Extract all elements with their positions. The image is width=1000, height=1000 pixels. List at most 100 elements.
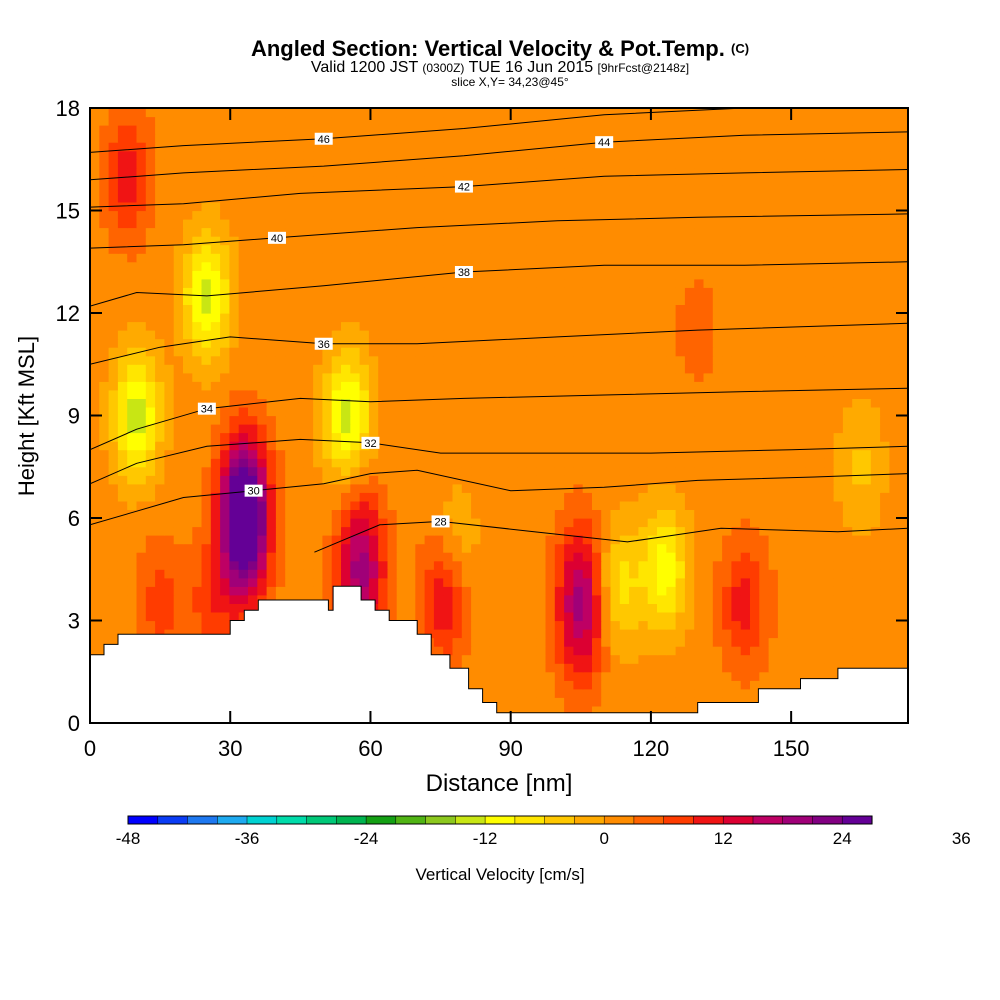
velocity-cell (443, 475, 454, 485)
velocity-cell (870, 253, 881, 263)
velocity-cell (750, 458, 760, 468)
velocity-cell (396, 449, 407, 459)
velocity-cell (378, 313, 389, 323)
velocity-cell (433, 407, 444, 417)
velocity-cell (592, 705, 602, 715)
velocity-cell (322, 518, 333, 528)
velocity-cell (536, 304, 547, 314)
velocity-cell (489, 389, 500, 399)
velocity-cell (257, 304, 268, 314)
velocity-cell (322, 304, 333, 314)
velocity-cell (554, 236, 565, 246)
velocity-cell (592, 313, 602, 323)
velocity-cell (526, 304, 537, 314)
velocity-cell (285, 244, 296, 254)
velocity-cell (136, 560, 147, 570)
velocity-cell (90, 304, 100, 314)
velocity-cell (592, 287, 602, 297)
velocity-cell (554, 560, 565, 570)
velocity-cell (341, 449, 351, 459)
velocity-cell (889, 543, 900, 553)
velocity-cell (192, 372, 203, 382)
velocity-cell (517, 629, 528, 639)
velocity-cell (173, 287, 184, 297)
velocity-cell (722, 466, 732, 476)
velocity-cell (694, 355, 705, 365)
velocity-cell (257, 492, 268, 502)
velocity-cell (536, 586, 547, 596)
velocity-cell (898, 364, 908, 374)
velocity-cell (554, 321, 565, 331)
velocity-cell (183, 483, 193, 493)
velocity-cell (517, 705, 528, 715)
velocity-cell (192, 629, 203, 639)
velocity-cell (183, 398, 193, 408)
velocity-cell (90, 466, 100, 476)
velocity-cell (675, 475, 686, 485)
velocity-cell (592, 236, 602, 246)
velocity-cell (647, 381, 658, 391)
velocity-cell (117, 594, 128, 604)
velocity-cell (192, 295, 203, 305)
velocity-cell (173, 330, 184, 340)
velocity-cell (173, 500, 184, 510)
velocity-cell (592, 535, 602, 545)
velocity-cell (303, 236, 314, 246)
velocity-cell (870, 458, 881, 468)
velocity-cell (164, 381, 175, 391)
velocity-cell (499, 705, 509, 715)
velocity-cell (647, 466, 658, 476)
velocity-cell (433, 483, 444, 493)
velocity-cell (517, 612, 528, 622)
velocity-cell (582, 372, 593, 382)
velocity-cell (480, 330, 491, 340)
velocity-cell (731, 612, 742, 622)
velocity-cell (443, 603, 454, 613)
velocity-cell (573, 629, 584, 639)
velocity-cell (331, 261, 342, 271)
velocity-cell (341, 475, 351, 485)
velocity-cell (266, 330, 277, 340)
velocity-cell (777, 449, 788, 459)
velocity-cell (740, 475, 751, 485)
velocity-cell (406, 236, 416, 246)
velocity-cell (712, 372, 723, 382)
velocity-cell (619, 449, 630, 459)
velocity-cell (545, 330, 556, 340)
velocity-cell (201, 415, 212, 425)
velocity-cell (378, 321, 389, 331)
velocity-cell (322, 432, 333, 442)
velocity-cell (750, 441, 760, 451)
velocity-cell (452, 355, 463, 365)
velocity-cell (740, 569, 751, 579)
velocity-cell (870, 261, 881, 271)
velocity-cell (313, 389, 323, 399)
velocity-cell (443, 586, 454, 596)
velocity-cell (341, 407, 351, 417)
velocity-cell (647, 347, 658, 357)
velocity-cell (796, 663, 807, 673)
velocity-cell (675, 432, 686, 442)
velocity-cell (582, 577, 593, 587)
velocity-cell (722, 321, 732, 331)
velocity-cell (545, 654, 556, 664)
velocity-cell (406, 372, 416, 382)
velocity-cell (629, 270, 639, 280)
velocity-cell (368, 398, 379, 408)
velocity-cell (898, 287, 908, 297)
velocity-cell (740, 441, 751, 451)
velocity-cell (777, 321, 788, 331)
velocity-cell (424, 364, 435, 374)
velocity-cell (870, 304, 881, 314)
velocity-cell (517, 458, 528, 468)
velocity-cell (554, 398, 565, 408)
velocity-cell (229, 509, 240, 519)
velocity-cell (275, 552, 286, 562)
velocity-cell (675, 705, 686, 715)
velocity-cell (452, 458, 463, 468)
velocity-cell (731, 364, 742, 374)
velocity-cell (480, 321, 491, 331)
velocity-cell (415, 449, 426, 459)
velocity-cell (722, 483, 732, 493)
velocity-cell (824, 594, 835, 604)
